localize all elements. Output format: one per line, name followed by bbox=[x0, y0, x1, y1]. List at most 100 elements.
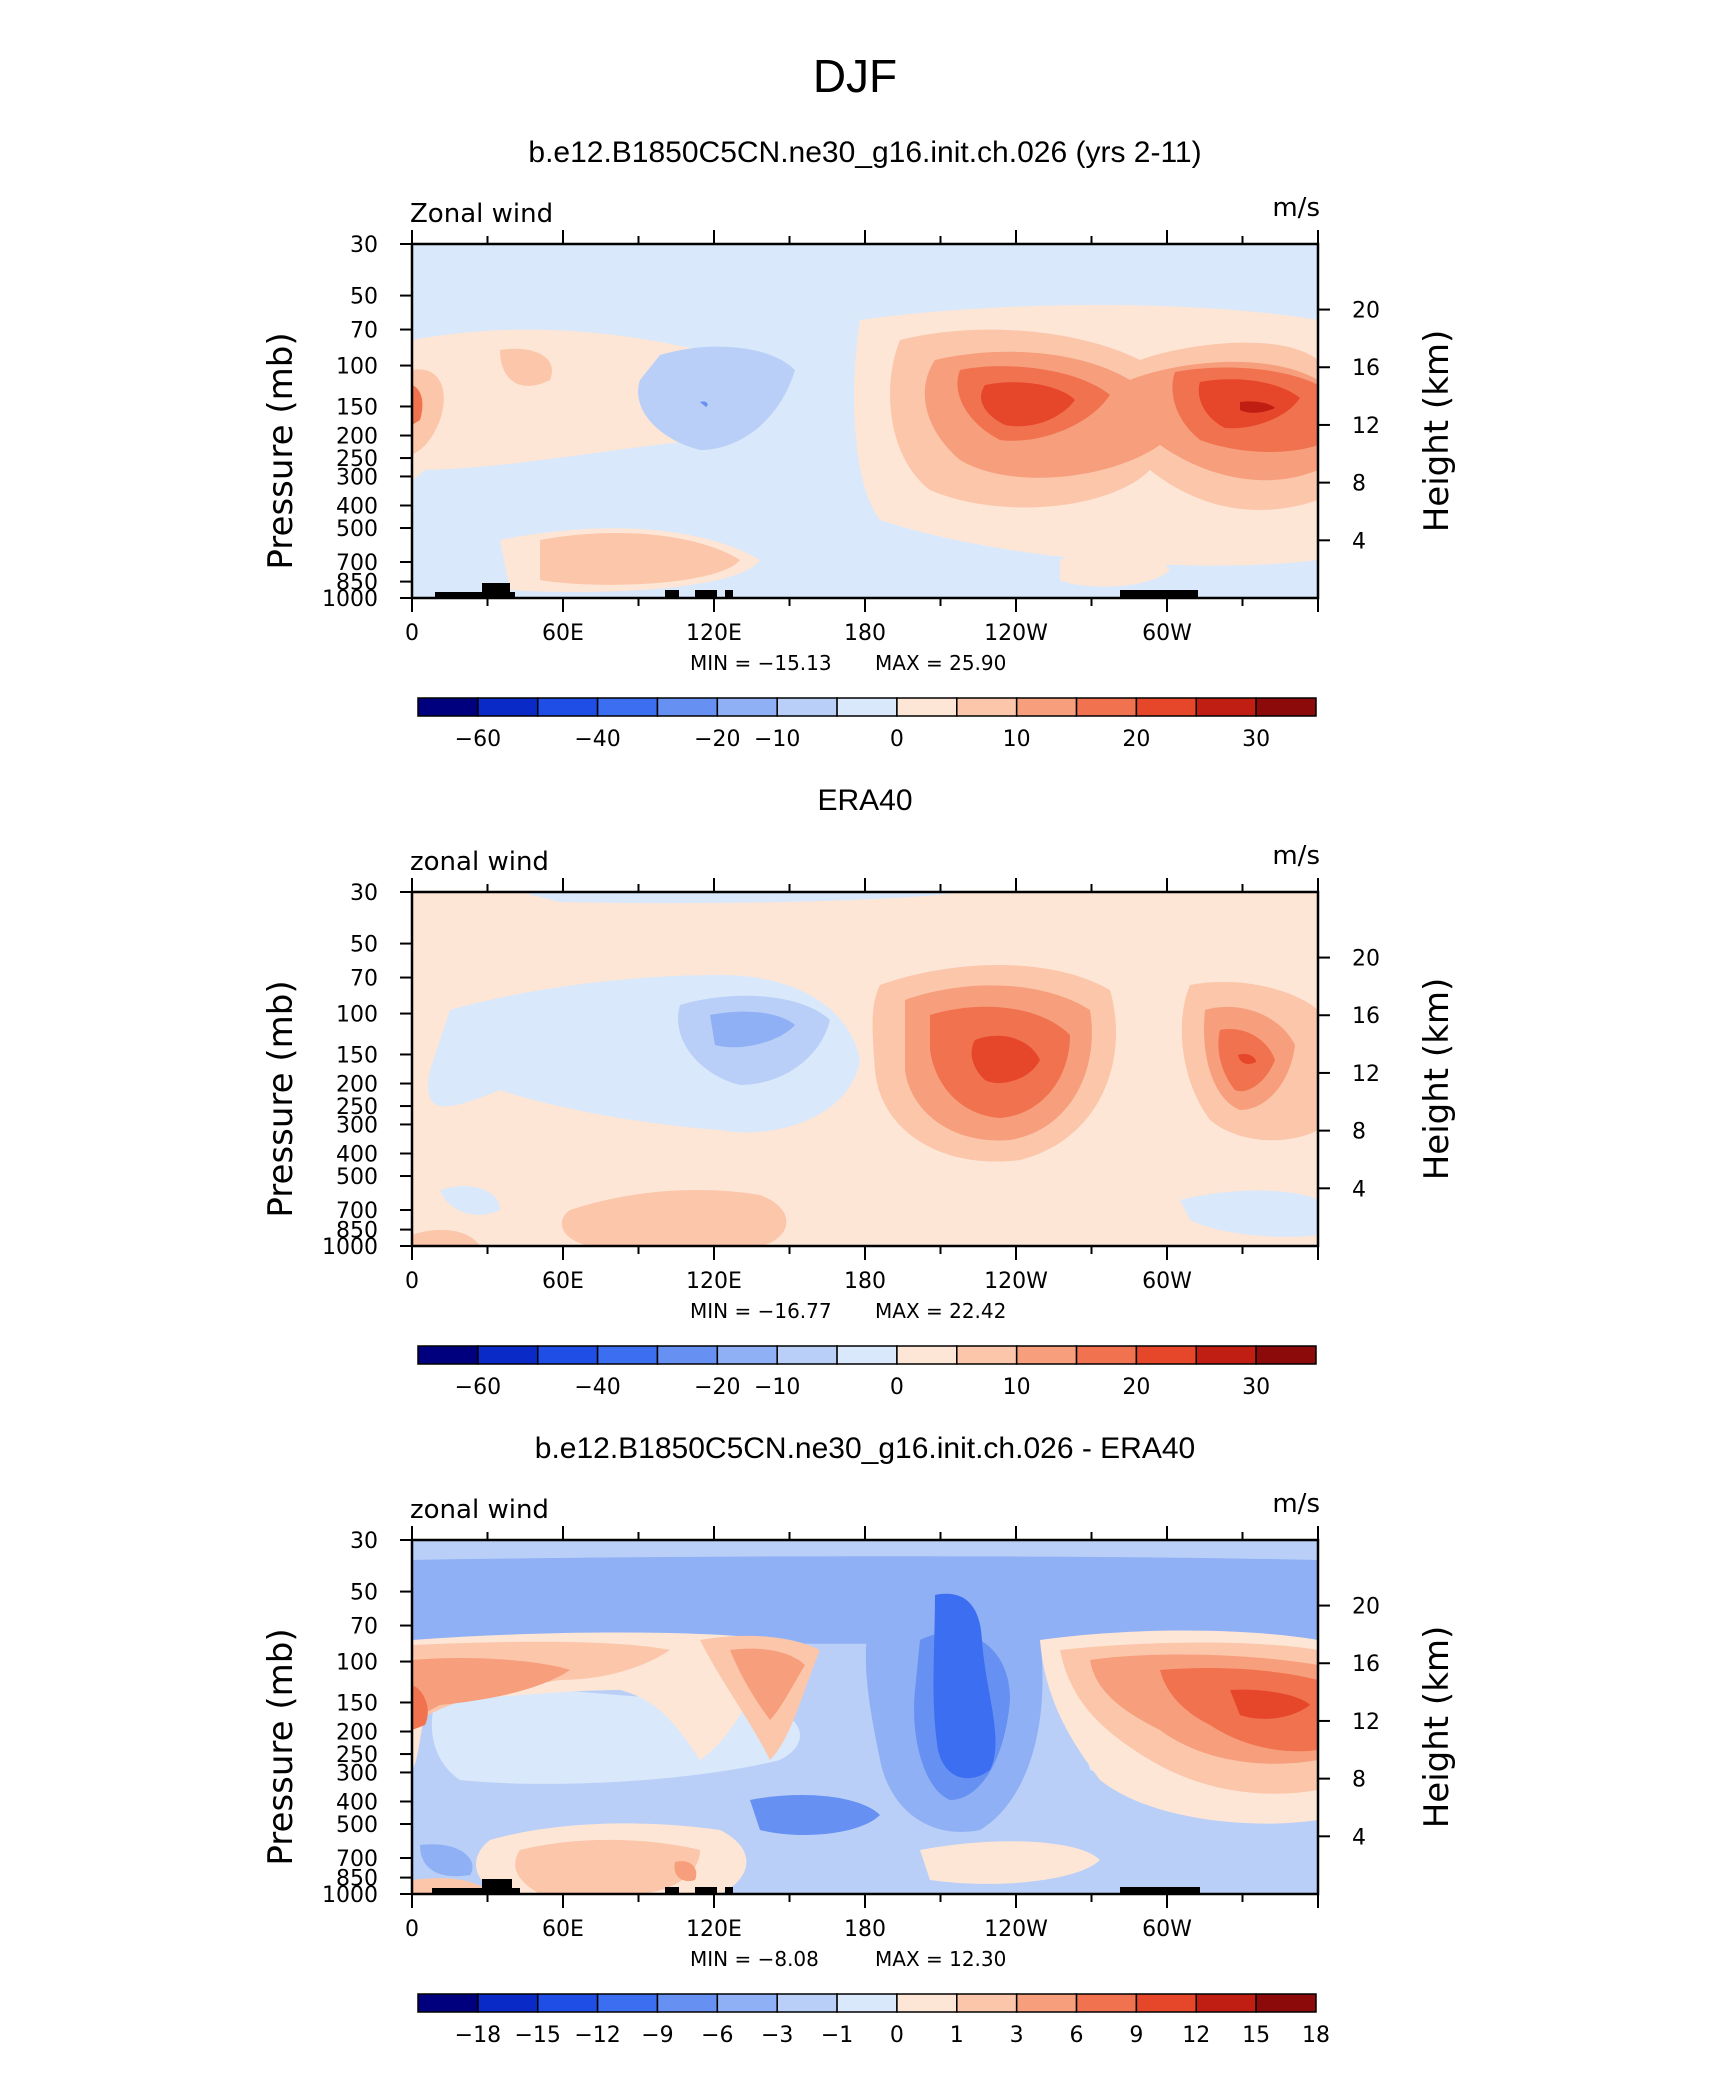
colorbar-swatch bbox=[716, 1993, 778, 2013]
panel-era40: ERA40 zonal wind m/s 0 60E 120E 180 1 bbox=[261, 784, 1457, 1400]
colorbar: −60 −40 −20 −10 0 10 20 30 bbox=[417, 697, 1317, 752]
variable-label: Zonal wind bbox=[410, 199, 553, 229]
colorbar-swatch bbox=[536, 697, 599, 717]
colorbar-swatch bbox=[1255, 1345, 1317, 1365]
y-tick-label: 300 bbox=[336, 465, 378, 490]
colorbar-label: 10 bbox=[1003, 1375, 1031, 1400]
y2-tick-label: 20 bbox=[1352, 947, 1380, 972]
colorbar-swatch bbox=[836, 697, 898, 717]
min-label: MIN = −16.77 bbox=[690, 1299, 832, 1323]
colorbar-label: 12 bbox=[1182, 2023, 1210, 2048]
colorbar-swatch bbox=[1015, 697, 1078, 717]
max-label: MAX = 12.30 bbox=[875, 1947, 1006, 1971]
y-tick-label: 50 bbox=[350, 933, 378, 958]
colorbar-swatch bbox=[956, 1993, 1018, 2013]
units-label: m/s bbox=[1272, 193, 1320, 223]
x-tick-label: 120E bbox=[686, 1917, 742, 1942]
y2-tick-label: 8 bbox=[1352, 472, 1366, 497]
colorbar-swatch bbox=[1015, 1993, 1078, 2013]
y-tick-label: 200 bbox=[336, 1073, 378, 1098]
y-tick-label: 30 bbox=[350, 1529, 378, 1554]
colorbar-swatch bbox=[896, 697, 958, 717]
colorbar-label: 0 bbox=[890, 2023, 904, 2048]
y-tick-label: 100 bbox=[336, 1003, 378, 1028]
colorbar-label: −60 bbox=[455, 1375, 501, 1400]
colorbar-label: −20 bbox=[694, 727, 740, 752]
max-label: MAX = 22.42 bbox=[875, 1299, 1006, 1323]
y2-axis-title: Height (km) bbox=[1417, 1626, 1457, 1829]
x-tick-label: 180 bbox=[844, 1917, 886, 1942]
colorbar-label: 10 bbox=[1003, 727, 1031, 752]
colorbar-swatch bbox=[956, 697, 1018, 717]
y-tick-label: 400 bbox=[336, 494, 378, 519]
x-tick-label: 60W bbox=[1142, 1917, 1192, 1942]
colorbar-swatch bbox=[536, 1993, 599, 2013]
y-tick-label: 400 bbox=[336, 1142, 378, 1167]
colorbar-swatch bbox=[1075, 1993, 1138, 2013]
contour-field bbox=[412, 892, 1318, 1246]
y-tick-label: 500 bbox=[336, 1165, 378, 1190]
colorbar-label: 9 bbox=[1129, 2023, 1143, 2048]
min-label: MIN = −15.13 bbox=[690, 651, 832, 675]
x-tick-label: 0 bbox=[405, 621, 419, 646]
colorbar-label: −6 bbox=[701, 2023, 733, 2048]
y-tick-label: 50 bbox=[350, 1581, 378, 1606]
contour-field bbox=[412, 1540, 1318, 1894]
y-tick-label: 500 bbox=[336, 1813, 378, 1838]
y-axis-title: Pressure (mb) bbox=[261, 332, 301, 569]
colorbar-swatch bbox=[1135, 697, 1198, 717]
units-label: m/s bbox=[1272, 1489, 1320, 1519]
colorbar-label: −60 bbox=[455, 727, 501, 752]
colorbar-label: 1 bbox=[950, 2023, 964, 2048]
x-tick-label: 60E bbox=[542, 1269, 584, 1294]
y-tick-label: 30 bbox=[350, 881, 378, 906]
x-tick-label: 120W bbox=[984, 621, 1048, 646]
y-tick-label: 1000 bbox=[322, 587, 378, 612]
colorbar-swatch bbox=[1075, 1345, 1138, 1365]
colorbar-swatch bbox=[1075, 697, 1138, 717]
colorbar-label: −15 bbox=[515, 2023, 561, 2048]
y-tick-label: 700 bbox=[336, 1199, 378, 1224]
contour-field bbox=[412, 244, 1318, 598]
colorbar-label: 6 bbox=[1070, 2023, 1084, 2048]
y-tick-label: 150 bbox=[336, 395, 378, 420]
y-axis-title: Pressure (mb) bbox=[261, 1628, 301, 1865]
colorbar-label: −10 bbox=[754, 1375, 800, 1400]
y-tick-label: 400 bbox=[336, 1790, 378, 1815]
colorbar-label: −20 bbox=[694, 1375, 740, 1400]
y2-tick-label: 8 bbox=[1352, 1768, 1366, 1793]
y-tick-label: 1000 bbox=[322, 1883, 378, 1908]
x-tick-label: 120W bbox=[984, 1269, 1048, 1294]
colorbar-swatch bbox=[956, 1345, 1018, 1365]
colorbar-swatch bbox=[836, 1345, 898, 1365]
y2-tick-label: 16 bbox=[1352, 356, 1380, 381]
x-tick-label: 180 bbox=[844, 1269, 886, 1294]
colorbar-swatch bbox=[776, 697, 838, 717]
panel-title: b.e12.B1850C5CN.ne30_g16.init.ch.026 (yr… bbox=[528, 136, 1201, 169]
colorbar-swatch bbox=[477, 1345, 539, 1365]
colorbar-swatch bbox=[1135, 1345, 1198, 1365]
x-tick-label: 0 bbox=[405, 1917, 419, 1942]
colorbar-swatch bbox=[656, 1345, 719, 1365]
figure-title: DJF bbox=[813, 50, 897, 102]
x-tick-label: 120W bbox=[984, 1917, 1048, 1942]
y2-tick-label: 16 bbox=[1352, 1652, 1380, 1677]
colorbar-swatch bbox=[1195, 1345, 1257, 1365]
x-tick-label: 60W bbox=[1142, 621, 1192, 646]
y-tick-label: 1000 bbox=[322, 1235, 378, 1260]
colorbar-swatch bbox=[1255, 1993, 1317, 2013]
x-tick-label: 0 bbox=[405, 1269, 419, 1294]
colorbar-swatch bbox=[417, 1993, 479, 2013]
colorbar-label: 30 bbox=[1242, 1375, 1270, 1400]
units-label: m/s bbox=[1272, 841, 1320, 871]
min-label: MIN = −8.08 bbox=[690, 1947, 819, 1971]
y-tick-label: 70 bbox=[350, 967, 378, 992]
y2-tick-label: 4 bbox=[1352, 1825, 1366, 1850]
variable-label: zonal wind bbox=[410, 847, 549, 877]
colorbar-swatch bbox=[477, 1993, 539, 2013]
colorbar-label: −10 bbox=[754, 727, 800, 752]
colorbar-swatch bbox=[716, 1345, 778, 1365]
y2-tick-label: 8 bbox=[1352, 1120, 1366, 1145]
colorbar-swatch bbox=[1195, 1993, 1257, 2013]
